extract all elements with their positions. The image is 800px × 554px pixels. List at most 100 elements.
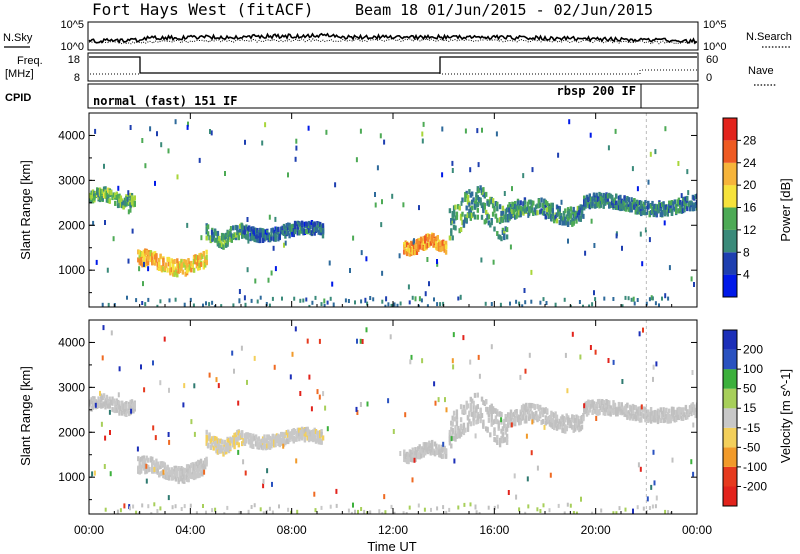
scatter-cell xyxy=(607,145,610,151)
echo-cell xyxy=(421,238,424,244)
scatter-cell xyxy=(91,471,94,477)
echo-cell xyxy=(191,465,194,471)
echo-cell xyxy=(688,407,692,413)
echo-cell xyxy=(559,421,563,427)
echo-cell xyxy=(435,446,438,452)
echo-cell xyxy=(266,230,269,235)
colorbar-tick-label: 12 xyxy=(743,223,757,237)
echo-cell xyxy=(475,202,478,208)
echo-cell xyxy=(617,199,621,205)
echo-cell xyxy=(253,230,256,236)
colorbar-tick-label: -100 xyxy=(743,460,767,474)
scatter-cell xyxy=(366,401,369,407)
echo-cell xyxy=(530,403,534,408)
echo-cell xyxy=(122,200,125,206)
echo-cell xyxy=(139,256,143,262)
echo-cell xyxy=(491,198,495,204)
echo-cell xyxy=(523,199,527,205)
echo-cell xyxy=(133,404,136,410)
echo-cell xyxy=(652,410,656,416)
nsky-tick-low: 10^0 xyxy=(60,41,84,53)
ground-cell xyxy=(247,509,250,514)
scatter-cell xyxy=(94,128,97,134)
echo-cell xyxy=(405,251,409,257)
scatter-cell xyxy=(140,364,142,370)
echo-cell xyxy=(105,197,109,203)
echo-cell xyxy=(197,261,200,267)
ground-cell xyxy=(393,302,396,307)
echo-cell xyxy=(555,212,559,218)
echo-cell xyxy=(475,199,478,204)
echo-cell xyxy=(683,196,686,202)
echo-cell xyxy=(233,232,236,238)
ground-cell xyxy=(399,301,402,306)
echo-cell xyxy=(448,435,452,441)
echo-cell xyxy=(442,246,445,252)
scatter-cell xyxy=(262,483,265,489)
echo-cell xyxy=(205,226,208,232)
echo-cell xyxy=(300,435,304,441)
echo-cell xyxy=(498,234,502,240)
echo-cell xyxy=(218,242,221,248)
echo-cell xyxy=(465,217,468,223)
echo-cell xyxy=(558,418,561,424)
echo-cell xyxy=(537,416,541,421)
echo-cell xyxy=(602,404,605,410)
echo-cell xyxy=(288,431,291,437)
scatter-cell xyxy=(436,261,439,267)
echo-cell xyxy=(668,414,671,419)
echo-cell xyxy=(280,226,283,232)
echo-cell xyxy=(105,400,109,406)
echo-cell xyxy=(599,400,603,406)
echo-cell xyxy=(404,454,407,459)
echo-cell xyxy=(598,203,601,209)
echo-cell xyxy=(576,209,580,215)
echo-cell xyxy=(694,203,697,209)
echo-cell xyxy=(504,217,507,223)
ground-cell xyxy=(323,304,326,307)
echo-cell xyxy=(254,233,258,239)
echo-cell xyxy=(166,465,169,471)
echo-cell xyxy=(596,199,600,205)
scatter-cell xyxy=(262,479,265,484)
scatter-cell xyxy=(492,259,495,265)
scatter-cell xyxy=(187,121,189,127)
echo-cell xyxy=(185,474,189,480)
echo-cell xyxy=(188,264,192,270)
echo-cell xyxy=(455,211,459,217)
echo-cell xyxy=(662,203,665,209)
echo-cell xyxy=(472,400,475,406)
echo-cell xyxy=(656,416,660,422)
echo-cell xyxy=(507,213,510,219)
echo-cell xyxy=(503,423,506,429)
echo-cell xyxy=(599,202,603,208)
echo-cell xyxy=(490,403,493,409)
echo-cell xyxy=(659,203,662,208)
colorbar-swatch xyxy=(723,349,737,370)
echo-cell xyxy=(558,214,561,219)
scatter-cell xyxy=(459,294,462,300)
echo-cell xyxy=(620,203,623,209)
echo-cell xyxy=(469,215,472,221)
echo-cell xyxy=(225,232,228,238)
echo-cell xyxy=(617,406,621,411)
echo-cell xyxy=(263,440,266,446)
echo-cell xyxy=(530,200,534,206)
echo-cell xyxy=(412,451,416,457)
scatter-cell xyxy=(326,426,329,432)
echo-cell xyxy=(462,404,466,410)
scatter-cell xyxy=(203,469,206,475)
echo-cell xyxy=(206,224,210,230)
ground-cell xyxy=(658,303,660,307)
echo-cell xyxy=(321,435,325,441)
scatter-cell xyxy=(268,214,271,220)
echo-cell xyxy=(90,194,93,200)
colorbar-swatch xyxy=(723,466,737,487)
echo-cell xyxy=(414,250,417,255)
ground-cell xyxy=(159,506,162,511)
echo-cell xyxy=(571,414,574,420)
echo-cell xyxy=(640,204,643,209)
echo-cell xyxy=(114,400,117,406)
echo-cell xyxy=(479,185,482,191)
scatter-cell xyxy=(380,222,383,228)
